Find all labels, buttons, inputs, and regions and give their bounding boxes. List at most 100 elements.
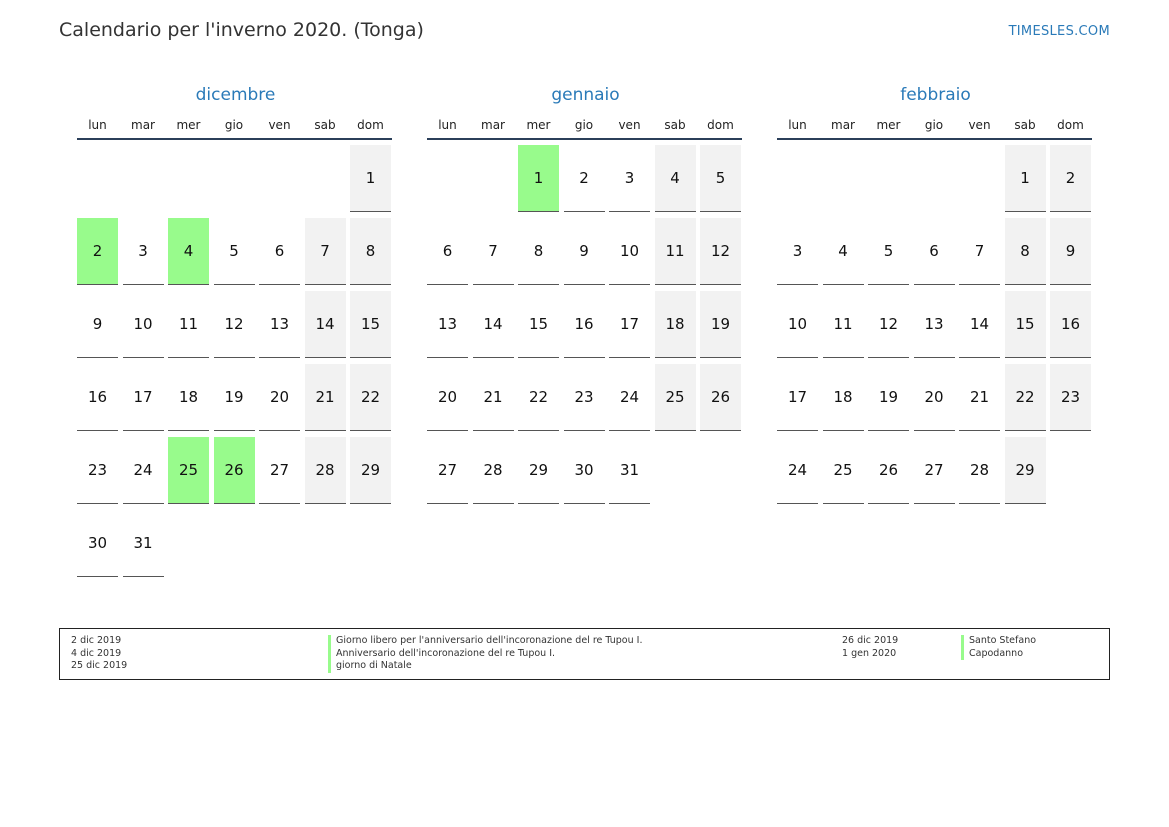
day-cell[interactable]: 9 [563, 218, 605, 285]
day-cell[interactable]: 18 [654, 291, 696, 358]
day-cell[interactable]: 24 [122, 437, 164, 504]
day-cell[interactable]: 12 [213, 291, 255, 358]
day-cell[interactable]: 17 [609, 291, 650, 358]
day-cell[interactable]: 11 [822, 291, 864, 358]
day-cell[interactable]: 3 [777, 218, 818, 285]
day-cell[interactable]: 8 [518, 218, 559, 285]
day-cell[interactable]: 27 [259, 437, 300, 504]
day-cell[interactable]: 3 [609, 145, 650, 212]
day-cell[interactable]: 24 [777, 437, 818, 504]
day-cell[interactable]: 17 [777, 364, 818, 431]
day-cell[interactable]: 22 [518, 364, 559, 431]
weekday-label: mar [131, 118, 155, 132]
day-cell[interactable]: 6 [913, 218, 955, 285]
day-cell[interactable]: 10 [609, 218, 650, 285]
day-cell[interactable]: 16 [1050, 291, 1091, 358]
weekday-label: ven [268, 118, 291, 132]
day-cell[interactable]: 6 [259, 218, 300, 285]
day-cell[interactable]: 14 [472, 291, 514, 358]
day-cell[interactable]: 7 [959, 218, 1000, 285]
day-cell[interactable]: 3 [122, 218, 164, 285]
day-cell[interactable]: 7 [304, 218, 346, 285]
day-cell[interactable]: 25 [822, 437, 864, 504]
day-cell[interactable]: 31 [122, 510, 164, 577]
day-cell[interactable]: 5 [213, 218, 255, 285]
day-cell[interactable]: 14 [304, 291, 346, 358]
day-cell[interactable]: 2 [1050, 145, 1091, 212]
day-cell[interactable]: 9 [1050, 218, 1091, 285]
day-cell[interactable]: 8 [350, 218, 391, 285]
day-cell[interactable]: 26 [213, 437, 255, 504]
day-cell[interactable]: 17 [122, 364, 164, 431]
day-cell[interactable]: 1 [1004, 145, 1046, 212]
day-cell[interactable]: 20 [427, 364, 468, 431]
day-cell[interactable]: 21 [472, 364, 514, 431]
day-cell[interactable]: 24 [609, 364, 650, 431]
day-cell[interactable]: 4 [654, 145, 696, 212]
day-cell[interactable]: 27 [913, 437, 955, 504]
day-cell[interactable]: 29 [1004, 437, 1046, 504]
day-cell[interactable]: 13 [259, 291, 300, 358]
day-cell[interactable]: 25 [168, 437, 209, 504]
day-cell[interactable]: 1 [518, 145, 559, 212]
day-cell[interactable]: 4 [168, 218, 209, 285]
brand-logo-text[interactable]: TIMESLES.COM [1008, 24, 1110, 39]
day-cell[interactable]: 11 [654, 218, 696, 285]
legend-date: 2 dic 2019 [71, 635, 122, 646]
month-0: dicembre lun mar mer gio ven sab dom 1 2 3 4 5 6 7 8 9 10… [77, 84, 392, 577]
day-cell[interactable]: 15 [518, 291, 559, 358]
day-cell[interactable]: 22 [350, 364, 391, 431]
day-cell[interactable]: 2 [77, 218, 118, 285]
day-cell[interactable]: 12 [868, 291, 909, 358]
day-cell[interactable]: 16 [563, 291, 605, 358]
day-cell[interactable]: 18 [822, 364, 864, 431]
day-cell[interactable]: 23 [77, 437, 118, 504]
day-cell[interactable]: 7 [472, 218, 514, 285]
day-cell[interactable]: 6 [427, 218, 468, 285]
day-cell[interactable]: 23 [563, 364, 605, 431]
day-cell[interactable]: 28 [304, 437, 346, 504]
day-cell[interactable]: 11 [168, 291, 209, 358]
day-cell[interactable]: 29 [350, 437, 391, 504]
day-cell[interactable]: 21 [304, 364, 346, 431]
day-cell[interactable]: 26 [868, 437, 909, 504]
day-cell[interactable]: 26 [700, 364, 741, 431]
day-cell[interactable]: 28 [472, 437, 514, 504]
day-cell[interactable]: 31 [609, 437, 650, 504]
legend-left-names: Giorno libero per l'anniversario dell'in… [328, 635, 642, 673]
day-cell[interactable]: 20 [913, 364, 955, 431]
day-cell[interactable]: 19 [700, 291, 741, 358]
day-cell[interactable]: 5 [868, 218, 909, 285]
day-cell[interactable]: 16 [77, 364, 118, 431]
day-cell[interactable]: 10 [777, 291, 818, 358]
day-cell[interactable]: 2 [563, 145, 605, 212]
day-cell[interactable]: 5 [700, 145, 741, 212]
day-cell[interactable]: 4 [822, 218, 864, 285]
day-cell[interactable]: 29 [518, 437, 559, 504]
day-cell[interactable]: 13 [427, 291, 468, 358]
day-cell[interactable]: 19 [868, 364, 909, 431]
day-cell[interactable]: 19 [213, 364, 255, 431]
day-cell[interactable]: 21 [959, 364, 1000, 431]
day-cell[interactable]: 1 [350, 145, 391, 212]
day-cell[interactable]: 30 [563, 437, 605, 504]
day-cell[interactable]: 20 [259, 364, 300, 431]
day-cell[interactable]: 15 [1004, 291, 1046, 358]
day-cell[interactable]: 23 [1050, 364, 1091, 431]
day-cell[interactable]: 14 [959, 291, 1000, 358]
day-cell[interactable]: 13 [913, 291, 955, 358]
day-cell[interactable]: 10 [122, 291, 164, 358]
weekday-label: sab [664, 118, 686, 132]
holiday-legend: 2 dic 2019 4 dic 2019 25 dic 2019 Giorno… [59, 628, 1110, 680]
day-cell[interactable]: 18 [168, 364, 209, 431]
day-cell[interactable]: 8 [1004, 218, 1046, 285]
day-cell[interactable]: 15 [350, 291, 391, 358]
day-cell[interactable]: 12 [700, 218, 741, 285]
day-cell[interactable]: 25 [654, 364, 696, 431]
day-cell[interactable]: 28 [959, 437, 1000, 504]
day-cell[interactable]: 27 [427, 437, 468, 504]
day-cell[interactable]: 22 [1004, 364, 1046, 431]
day-cell[interactable]: 9 [77, 291, 118, 358]
weekday-label: mar [831, 118, 855, 132]
day-cell[interactable]: 30 [77, 510, 118, 577]
